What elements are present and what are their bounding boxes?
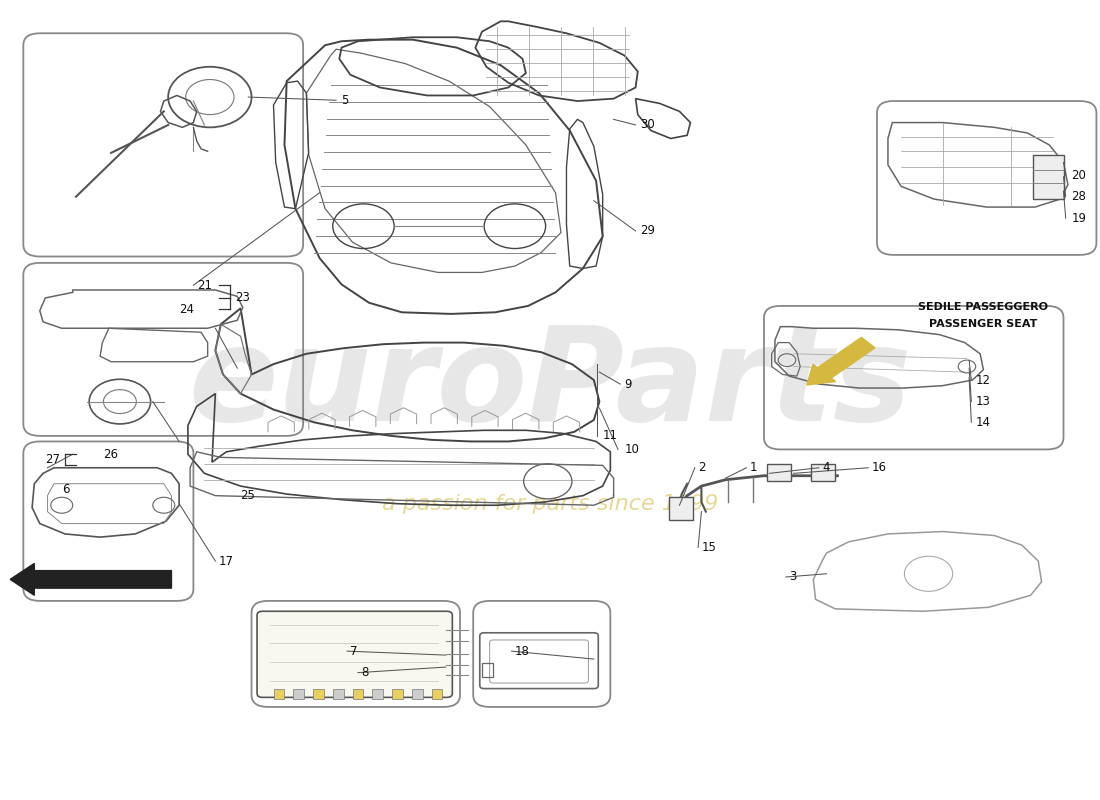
FancyArrow shape xyxy=(10,563,172,595)
Text: 29: 29 xyxy=(640,225,654,238)
Bar xyxy=(411,690,422,699)
Bar xyxy=(482,663,493,678)
Text: 1: 1 xyxy=(750,462,757,474)
Text: 8: 8 xyxy=(361,666,368,679)
Bar xyxy=(431,690,442,699)
Text: 5: 5 xyxy=(341,94,349,106)
Text: 20: 20 xyxy=(1071,169,1086,182)
Text: 12: 12 xyxy=(976,374,991,386)
Text: 13: 13 xyxy=(976,395,991,408)
Text: 7: 7 xyxy=(350,645,358,658)
Bar xyxy=(294,690,305,699)
FancyArrow shape xyxy=(806,338,874,385)
Text: 16: 16 xyxy=(871,462,887,474)
Bar xyxy=(392,690,403,699)
Text: 15: 15 xyxy=(702,541,716,554)
Text: 14: 14 xyxy=(976,416,991,429)
Bar xyxy=(274,690,285,699)
Text: 30: 30 xyxy=(640,118,654,131)
Text: 23: 23 xyxy=(235,291,250,305)
Text: 17: 17 xyxy=(219,554,233,567)
Text: 26: 26 xyxy=(103,448,119,461)
Text: 19: 19 xyxy=(1071,212,1086,225)
Text: 21: 21 xyxy=(197,278,211,292)
Text: 27: 27 xyxy=(45,454,60,466)
Bar xyxy=(314,690,324,699)
Text: 10: 10 xyxy=(625,443,639,456)
FancyBboxPatch shape xyxy=(767,464,791,482)
Text: 24: 24 xyxy=(179,302,194,316)
FancyBboxPatch shape xyxy=(811,464,835,482)
Bar xyxy=(372,690,383,699)
Text: 6: 6 xyxy=(62,482,69,496)
Text: 28: 28 xyxy=(1071,190,1086,203)
Text: SEDILE PASSEGGERO: SEDILE PASSEGGERO xyxy=(918,302,1048,312)
Bar xyxy=(352,690,363,699)
Text: 25: 25 xyxy=(241,489,255,502)
Text: a passion for parts since 1999: a passion for parts since 1999 xyxy=(382,494,718,514)
Text: PASSENGER SEAT: PASSENGER SEAT xyxy=(930,319,1037,330)
Text: 9: 9 xyxy=(625,378,632,390)
Text: 3: 3 xyxy=(789,570,796,583)
Text: euroParts: euroParts xyxy=(188,321,912,447)
Bar xyxy=(332,690,343,699)
FancyBboxPatch shape xyxy=(1033,155,1064,199)
Text: 2: 2 xyxy=(698,462,705,474)
FancyBboxPatch shape xyxy=(257,611,452,698)
FancyBboxPatch shape xyxy=(669,498,693,519)
Text: 11: 11 xyxy=(603,430,618,442)
Text: 18: 18 xyxy=(515,645,530,658)
Text: 4: 4 xyxy=(822,462,829,474)
